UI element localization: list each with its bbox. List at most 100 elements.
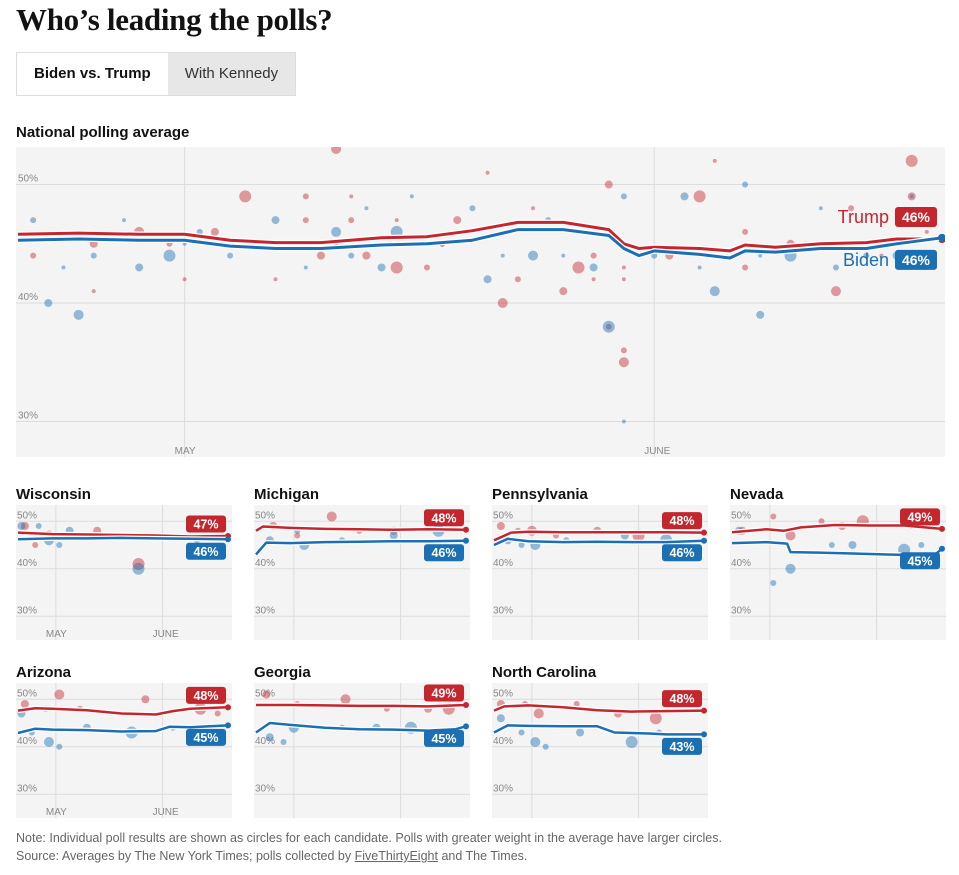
wisconsin-x-tick-label: JUNE: [153, 629, 179, 640]
national-trump-poll-dot: [572, 261, 585, 274]
wisconsin-trump-poll-dot: [20, 522, 29, 530]
georgia-trump-poll-dot: [262, 690, 271, 699]
arizona-biden-average-line: [17, 724, 229, 735]
national-biden-poll-dot: [863, 252, 870, 259]
national-trump-poll-dot: [273, 277, 278, 282]
north-carolina-biden-poll-dot: [530, 737, 541, 747]
national-biden-poll-dot: [30, 217, 37, 224]
tab-biden-vs-trump[interactable]: Biden vs. Trump: [17, 53, 168, 95]
national-trump-poll-dot: [879, 253, 884, 258]
national-trump-poll-dot: [349, 194, 354, 199]
national-trump-poll-dot: [302, 193, 309, 200]
north-carolina-trump-end-dot: [701, 707, 707, 714]
wisconsin-trump-value-badge: [186, 515, 226, 533]
pennsylvania-biden-value-label: 46%: [669, 546, 694, 560]
wisconsin-y-tick-label: 50%: [17, 510, 37, 521]
georgia-trump-end-dot: [463, 701, 469, 708]
arizona-trump-poll-dot: [20, 700, 29, 708]
tab-with-kennedy[interactable]: With Kennedy: [167, 53, 296, 95]
michigan-trump-value-badge: [424, 509, 464, 527]
georgia-y-tick-label: 40%: [255, 736, 275, 747]
arizona-y-tick-label: 40%: [17, 736, 37, 747]
national-biden-poll-dot: [832, 264, 839, 271]
national-trump-poll-dot: [182, 277, 187, 282]
nevada-trump-value-badge: [900, 508, 940, 526]
north-carolina-biden-average-line: [493, 724, 704, 736]
pennsylvania-y-tick-label: 40%: [493, 558, 513, 569]
national-trump-poll-dot: [591, 277, 596, 282]
georgia-trump-poll-dot: [340, 694, 351, 705]
michigan-biden-value-label: 46%: [431, 546, 456, 560]
national-trump-poll-dot: [485, 170, 490, 175]
nevada-trump-average-line: [731, 523, 943, 534]
arizona-y-tick-label: 30%: [17, 783, 37, 794]
national-biden-poll-dot: [758, 253, 763, 258]
georgia-trump-value-label: 49%: [431, 686, 456, 700]
arizona-y-tick-label: 50%: [17, 688, 37, 699]
arizona-biden-poll-dot: [56, 743, 63, 750]
national-biden-poll-dot: [589, 263, 598, 272]
pennsylvania-trump-value-label: 48%: [669, 514, 694, 528]
national-biden-poll-dot: [271, 216, 280, 225]
michigan-y-tick-label: 50%: [255, 510, 275, 521]
michigan-biden-value-badge: [424, 544, 464, 562]
michigan-biden-average-line: [255, 539, 467, 556]
arizona-title: Arizona: [16, 664, 72, 681]
national-biden-poll-dot: [90, 252, 97, 259]
north-carolina-trump-poll-dot: [533, 708, 544, 719]
north-carolina-trump-poll-dot: [649, 712, 662, 725]
arizona-trump-value-label: 48%: [193, 689, 218, 703]
pennsylvania-biden-end-dot: [701, 537, 707, 544]
arizona-x-tick-label: MAY: [46, 807, 67, 818]
national-trump-poll-dot: [742, 264, 749, 271]
national-trump-poll-dot: [302, 217, 309, 224]
pennsylvania-y-tick-label: 30%: [493, 605, 513, 616]
georgia-biden-value-badge: [424, 729, 464, 747]
georgia-biden-poll-dot: [280, 739, 287, 745]
wisconsin-y-tick-label: 40%: [17, 558, 37, 569]
national-biden-poll-dot: [621, 419, 626, 424]
national-biden-poll-dot: [163, 249, 176, 262]
national-trump-poll-dot: [742, 228, 749, 235]
north-carolina-chart: 30% 40% 50% 48% 43%: [492, 683, 708, 818]
michigan-biden-poll-dot: [389, 531, 398, 540]
national-biden-value-label: 46%: [902, 252, 931, 268]
fivethirtyeight-link[interactable]: FiveThirtyEight: [354, 849, 438, 863]
national-y-tick-label: 50%: [18, 174, 38, 185]
page-title: Who’s leading the polls?: [16, 2, 333, 37]
arizona-trump-end-dot: [225, 704, 231, 711]
north-carolina-y-tick-label: 50%: [493, 688, 513, 699]
national-trump-poll-dot: [394, 218, 399, 223]
georgia-biden-end-dot: [463, 723, 469, 730]
national-biden-end-dot: [938, 233, 945, 242]
michigan-trump-poll-dot: [294, 532, 301, 539]
national-biden-poll-dot: [561, 253, 566, 258]
north-carolina-biden-value-badge: [662, 737, 702, 755]
nevada-y-tick-label: 30%: [731, 605, 751, 616]
national-biden-poll-dot: [409, 194, 414, 199]
wisconsin-biden-poll-dot: [132, 562, 145, 575]
national-biden-poll-dot: [909, 194, 914, 199]
georgia-title: Georgia: [254, 664, 311, 681]
national-biden-average-line: [17, 228, 943, 260]
pennsylvania-title: Pennsylvania: [492, 486, 588, 503]
arizona-biden-end-dot: [225, 722, 231, 729]
nevada-biden-value-label: 45%: [907, 554, 932, 568]
national-trump-poll-dot: [620, 347, 627, 354]
nevada-trump-poll-dot: [770, 513, 777, 520]
georgia-y-tick-label: 30%: [255, 783, 275, 794]
georgia-biden-poll-dot: [265, 733, 274, 742]
national-trump-poll-dot: [907, 192, 916, 201]
national-trump-average-line: [17, 220, 942, 253]
nevada-biden-value-badge: [900, 552, 940, 570]
wisconsin-x-tick-label: MAY: [46, 629, 67, 640]
note-text: Note: Individual poll results are shown …: [16, 831, 722, 863]
national-biden-poll-dot: [697, 265, 702, 270]
national-trump-value-badge: [895, 207, 937, 228]
national-trump-poll-dot: [91, 289, 96, 294]
national-biden-poll-dot: [602, 320, 615, 333]
north-carolina-y-tick-label: 30%: [493, 783, 513, 794]
national-biden-poll-dot: [756, 310, 765, 319]
wisconsin-biden-poll-dot: [17, 522, 26, 530]
national-trump-poll-dot: [712, 158, 717, 163]
